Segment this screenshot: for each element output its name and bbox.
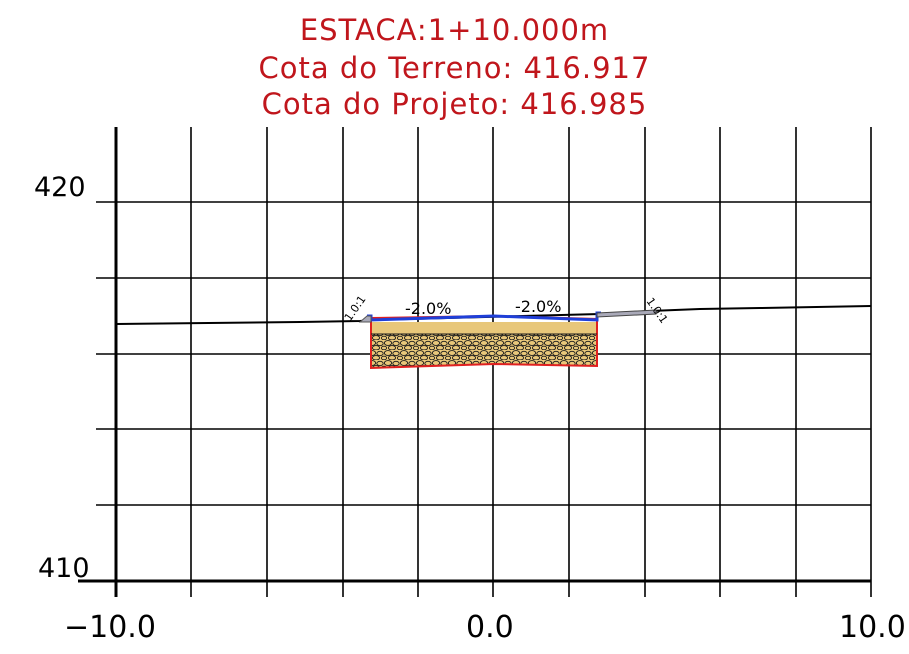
y-label-420: 420 [34,172,86,203]
slope-label-left: -2.0% [405,299,451,318]
pavement-structure [370,314,598,370]
station-title: ESTACA:1+10.000m [299,13,610,47]
x-label-right: 10.0 [839,610,906,645]
right-shoulder [596,309,657,318]
design-elevation-title: Cota do Projeto: 416.985 [261,87,648,121]
gravel-layer [371,334,597,368]
x-label-center: 0.0 [466,610,514,645]
x-label-left: −10.0 [64,610,156,645]
left-slope [358,315,372,323]
axes [78,127,871,597]
y-label-410: 410 [38,553,90,584]
sub-base-layer [371,322,597,334]
slope-label-right: -2.0% [515,297,561,316]
terrain-elevation-title: Cota do Terreno: 416.917 [258,51,651,85]
